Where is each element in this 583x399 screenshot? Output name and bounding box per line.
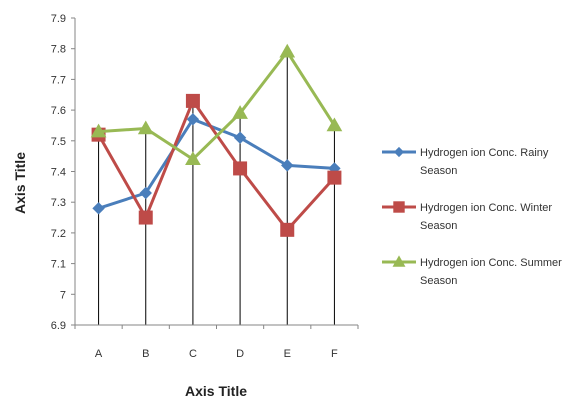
legend-item: Hydrogen ion Conc. Summer Season xyxy=(382,255,562,287)
y-axis-title: Axis Title xyxy=(12,152,28,214)
data-point xyxy=(139,186,152,200)
y-tick-label: 7.1 xyxy=(51,259,66,271)
y-tick-label: 7.2 xyxy=(51,228,66,240)
data-point xyxy=(90,123,107,138)
y-tick-label: 7.6 xyxy=(51,105,66,117)
axes xyxy=(74,18,358,326)
y-tick-label: 7 xyxy=(60,289,66,301)
legend-label: Season xyxy=(420,165,457,177)
x-tick-label: A xyxy=(95,348,103,360)
legend-item: Hydrogen ion Conc. Rainy Season xyxy=(382,146,549,177)
legend-marker xyxy=(392,255,406,267)
data-point xyxy=(233,161,248,176)
series-3 xyxy=(90,43,343,165)
y-tick-label: 7.4 xyxy=(51,167,66,179)
data-point xyxy=(327,170,342,185)
data-point xyxy=(185,151,201,165)
data-point xyxy=(279,43,296,58)
legend-label: Hydrogen ion Conc. Winter xyxy=(420,202,552,214)
data-point xyxy=(233,131,247,144)
data-point xyxy=(92,202,105,215)
legend-marker xyxy=(393,201,405,213)
y-tick-label: 6.9 xyxy=(51,320,66,332)
data-point xyxy=(186,113,200,126)
y-axis-ticks: 6.9 7 7.1 7.2 7.3 7.4 7.5 7.6 7.7 7.8 7.9 xyxy=(51,13,75,332)
data-point xyxy=(185,93,200,108)
x-axis-title: Axis Title xyxy=(185,383,247,399)
x-axis-ticks: A B C D E F xyxy=(74,325,359,360)
x-tick-label: C xyxy=(189,348,197,360)
data-point xyxy=(137,120,154,135)
y-tick-label: 7.7 xyxy=(51,74,66,86)
legend-label: Hydrogen ion Conc. Summer xyxy=(420,257,562,269)
legend-label: Season xyxy=(420,220,457,232)
data-point xyxy=(232,105,248,119)
x-tick-label: E xyxy=(284,348,291,360)
legend-label: Season xyxy=(420,275,457,287)
y-tick-label: 7.9 xyxy=(51,13,66,25)
y-tick-label: 7.8 xyxy=(51,44,66,56)
x-tick-label: F xyxy=(331,348,338,360)
series-line xyxy=(98,117,335,210)
legend-label: Hydrogen ion Conc. Rainy xyxy=(420,147,549,159)
x-tick-label: D xyxy=(236,348,244,360)
data-point xyxy=(138,210,153,225)
legend-marker xyxy=(393,146,405,158)
data-point xyxy=(281,159,294,172)
series-line xyxy=(98,50,336,161)
data-point xyxy=(326,117,343,132)
series-layer xyxy=(90,43,343,237)
data-point xyxy=(280,222,295,237)
y-tick-label: 7.3 xyxy=(51,197,66,209)
x-tick-label: B xyxy=(142,348,149,360)
drop-lines xyxy=(98,51,335,325)
series-1 xyxy=(92,113,341,215)
y-tick-label: 7.5 xyxy=(51,136,66,148)
legend-item: Hydrogen ion Conc. Winter Season xyxy=(382,201,552,232)
